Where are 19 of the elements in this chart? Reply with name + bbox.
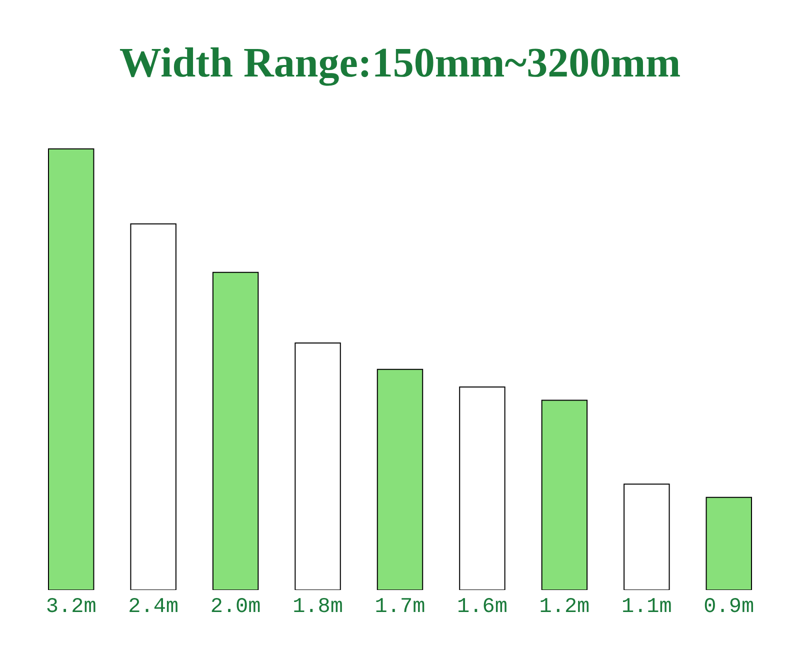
x-tick-label: 2.4m: [128, 596, 179, 619]
x-tick-label: 1.2m: [539, 596, 590, 619]
x-tick-label: 1.1m: [621, 596, 672, 619]
bar: [624, 484, 670, 590]
x-tick-label: 3.2m: [46, 596, 96, 619]
x-tick-label: 1.6m: [457, 596, 508, 619]
x-tick-label: 1.8m: [292, 596, 343, 619]
chart-title: Width Range:150mm~3200mm: [119, 40, 681, 86]
bar: [376, 368, 424, 590]
bar: [212, 272, 259, 590]
x-tick-label: 1.7m: [374, 596, 426, 619]
bar: [294, 342, 341, 590]
bar: [459, 386, 506, 590]
bar: [541, 400, 588, 590]
bar: [48, 148, 94, 590]
x-tick-label: 2.0m: [210, 596, 261, 619]
x-tick-label: 0.9m: [704, 596, 754, 619]
bar: [130, 223, 176, 590]
bar: [706, 496, 752, 590]
